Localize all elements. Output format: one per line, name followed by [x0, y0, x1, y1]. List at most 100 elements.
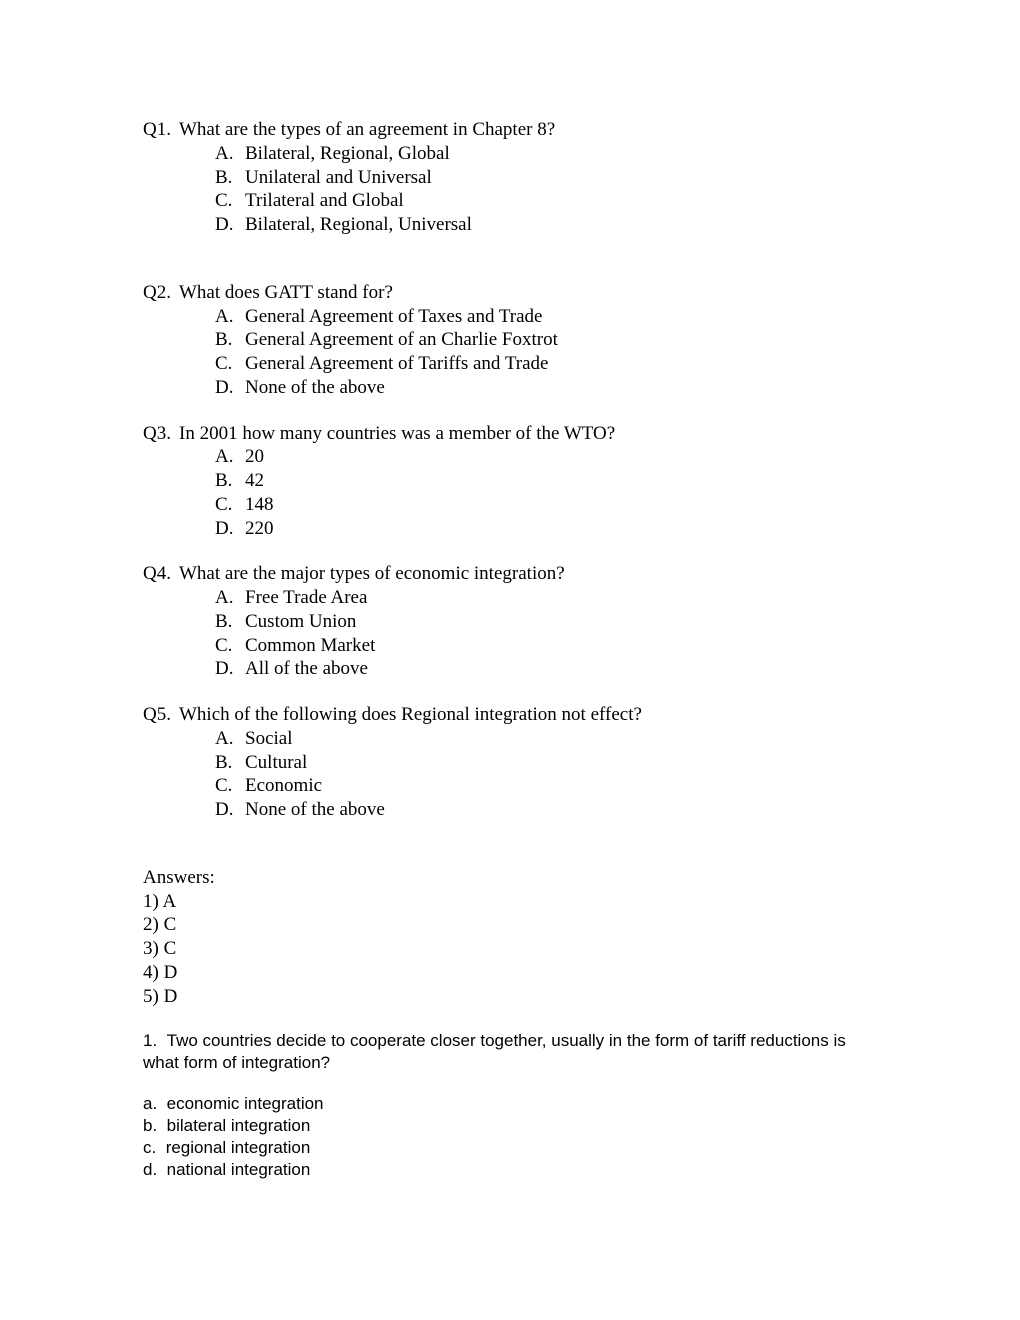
- option-letter: a.: [143, 1094, 157, 1113]
- option-c: C.General Agreement of Tariffs and Trade: [215, 352, 880, 376]
- option-letter: C.: [215, 634, 245, 658]
- sans-question-line: 1. Two countries decide to cooperate clo…: [143, 1030, 880, 1073]
- options-list: A.Free Trade Area B.Custom Union C.Commo…: [143, 586, 880, 681]
- option-letter: B.: [215, 328, 245, 352]
- option-text: national integration: [167, 1160, 311, 1179]
- option-b: B.General Agreement of an Charlie Foxtro…: [215, 328, 880, 352]
- option-a: A.Bilateral, Regional, Global: [215, 142, 880, 166]
- option-letter: A.: [215, 305, 245, 329]
- option-letter: b.: [143, 1116, 157, 1135]
- option-letter: C.: [215, 352, 245, 376]
- option-letter: D.: [215, 376, 245, 400]
- option-text: Economic: [245, 774, 322, 798]
- options-list: A.20 B.42 C.148 D.220: [143, 445, 880, 540]
- option-a: A.20: [215, 445, 880, 469]
- question-line: Q5. Which of the following does Regional…: [143, 703, 880, 727]
- question-text: What does GATT stand for?: [179, 281, 393, 305]
- options-list: A.Social B.Cultural C.Economic D.None of…: [143, 727, 880, 822]
- option-letter: B.: [215, 469, 245, 493]
- option-letter: C.: [215, 189, 245, 213]
- sans-option-d: d. national integration: [143, 1159, 880, 1181]
- option-text: 220: [245, 517, 274, 541]
- sans-option-a: a. economic integration: [143, 1093, 880, 1115]
- option-b: B.Cultural: [215, 751, 880, 775]
- option-a: A.Free Trade Area: [215, 586, 880, 610]
- question-block-5: Q5. Which of the following does Regional…: [143, 703, 880, 822]
- question-number: Q1.: [143, 118, 179, 142]
- option-text: Common Market: [245, 634, 375, 658]
- answers-heading: Answers:: [143, 866, 880, 890]
- question-text: What are the types of an agreement in Ch…: [179, 118, 555, 142]
- option-text: Bilateral, Regional, Universal: [245, 213, 472, 237]
- option-a: A.Social: [215, 727, 880, 751]
- option-d: D.Bilateral, Regional, Universal: [215, 213, 880, 237]
- sans-question-block: 1. Two countries decide to cooperate clo…: [143, 1030, 880, 1181]
- option-c: C.Trilateral and Global: [215, 189, 880, 213]
- option-text: Trilateral and Global: [245, 189, 404, 213]
- option-letter: C.: [215, 493, 245, 517]
- option-d: D.None of the above: [215, 798, 880, 822]
- option-letter: d.: [143, 1160, 157, 1179]
- question-block-4: Q4. What are the major types of economic…: [143, 562, 880, 681]
- option-c: C.Economic: [215, 774, 880, 798]
- question-number: Q5.: [143, 703, 179, 727]
- option-text: Unilateral and Universal: [245, 166, 432, 190]
- option-text: Custom Union: [245, 610, 356, 634]
- option-b: B.Unilateral and Universal: [215, 166, 880, 190]
- answer-line: 4) D: [143, 961, 880, 985]
- option-letter: D.: [215, 657, 245, 681]
- option-letter: A.: [215, 142, 245, 166]
- option-d: D.None of the above: [215, 376, 880, 400]
- answer-line: 2) C: [143, 913, 880, 937]
- option-text: Bilateral, Regional, Global: [245, 142, 450, 166]
- answers-block: Answers: 1) A 2) C 3) C 4) D 5) D: [143, 866, 880, 1009]
- question-text: What are the major types of economic int…: [179, 562, 565, 586]
- option-a: A.General Agreement of Taxes and Trade: [215, 305, 880, 329]
- option-text: Cultural: [245, 751, 307, 775]
- option-b: B.42: [215, 469, 880, 493]
- option-d: D.220: [215, 517, 880, 541]
- question-line: Q3. In 2001 how many countries was a mem…: [143, 422, 880, 446]
- option-text: regional integration: [166, 1138, 311, 1157]
- options-list: A.General Agreement of Taxes and Trade B…: [143, 305, 880, 400]
- answer-line: 3) C: [143, 937, 880, 961]
- question-line: Q4. What are the major types of economic…: [143, 562, 880, 586]
- option-text: General Agreement of an Charlie Foxtrot: [245, 328, 558, 352]
- option-text: Social: [245, 727, 293, 751]
- option-text: None of the above: [245, 376, 385, 400]
- document-page: Q1. What are the types of an agreement i…: [0, 0, 1020, 1181]
- option-c: C.Common Market: [215, 634, 880, 658]
- option-text: None of the above: [245, 798, 385, 822]
- option-letter: B.: [215, 610, 245, 634]
- answer-line: 5) D: [143, 985, 880, 1009]
- question-number: Q3.: [143, 422, 179, 446]
- question-text: Which of the following does Regional int…: [179, 703, 642, 727]
- question-number: Q4.: [143, 562, 179, 586]
- options-list: A.Bilateral, Regional, Global B.Unilater…: [143, 142, 880, 237]
- option-letter: D.: [215, 798, 245, 822]
- option-b: B.Custom Union: [215, 610, 880, 634]
- option-letter: A.: [215, 586, 245, 610]
- option-text: bilateral integration: [167, 1116, 311, 1135]
- option-d: D.All of the above: [215, 657, 880, 681]
- question-block-3: Q3. In 2001 how many countries was a mem…: [143, 422, 880, 541]
- answer-line: 1) A: [143, 890, 880, 914]
- sans-option-c: c. regional integration: [143, 1137, 880, 1159]
- question-line: Q1. What are the types of an agreement i…: [143, 118, 880, 142]
- option-letter: C.: [215, 774, 245, 798]
- sans-question-number: 1.: [143, 1031, 157, 1050]
- option-text: 148: [245, 493, 274, 517]
- sans-question-text: Two countries decide to cooperate closer…: [143, 1031, 846, 1071]
- question-block-1: Q1. What are the types of an agreement i…: [143, 118, 880, 237]
- question-line: Q2. What does GATT stand for?: [143, 281, 880, 305]
- option-text: economic integration: [167, 1094, 324, 1113]
- question-number: Q2.: [143, 281, 179, 305]
- option-letter: A.: [215, 727, 245, 751]
- question-text: In 2001 how many countries was a member …: [179, 422, 615, 446]
- option-text: General Agreement of Taxes and Trade: [245, 305, 542, 329]
- option-c: C.148: [215, 493, 880, 517]
- option-letter: D.: [215, 517, 245, 541]
- sans-option-b: b. bilateral integration: [143, 1115, 880, 1137]
- option-text: Free Trade Area: [245, 586, 367, 610]
- question-block-2: Q2. What does GATT stand for? A.General …: [143, 281, 880, 400]
